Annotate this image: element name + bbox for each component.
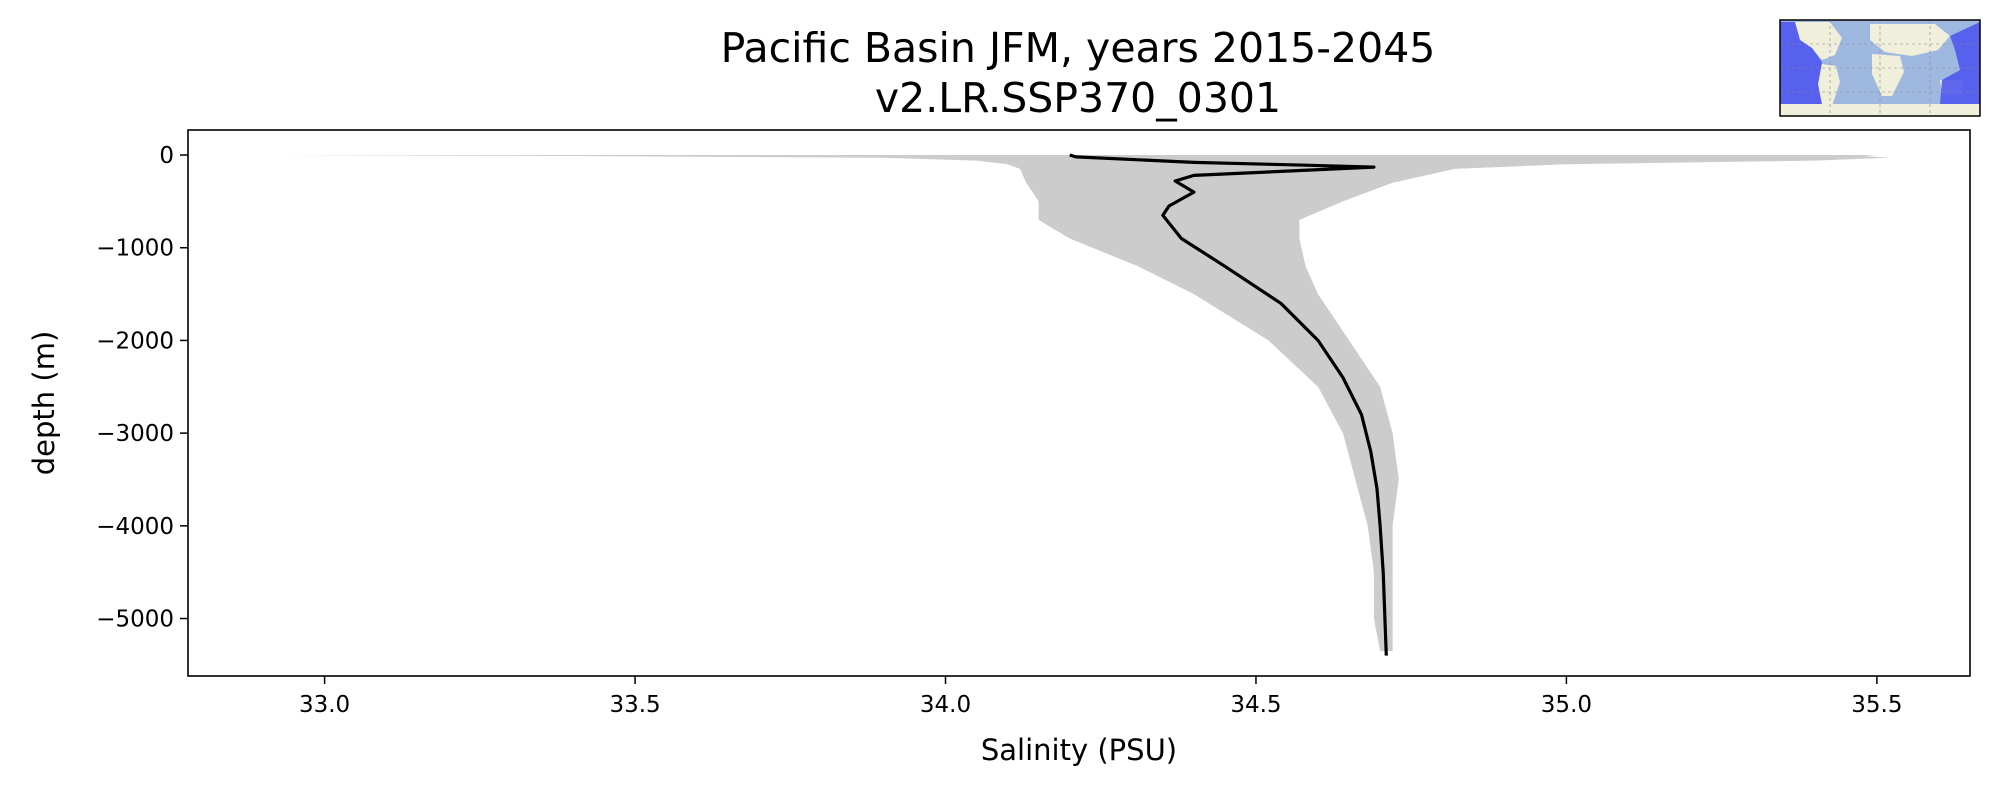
y-tick-label: 0 bbox=[159, 143, 174, 169]
y-tick-label: −1000 bbox=[96, 236, 174, 262]
pacific-region-east bbox=[1940, 22, 1980, 104]
axis-ticks: 33.0 33.5 34.0 34.5 35.0 35.5 0 −1000 −2000 −3000… bbox=[96, 143, 1902, 718]
x-tick-label: 33.5 bbox=[609, 692, 660, 718]
y-axis-label: depth (m) bbox=[27, 331, 61, 476]
map-frame bbox=[1779, 19, 1981, 117]
pacific-region-west bbox=[1780, 22, 1822, 104]
x-tick-label: 35.5 bbox=[1851, 692, 1902, 718]
map-gridlines bbox=[1780, 20, 1980, 116]
x-tick-label: 33.0 bbox=[299, 692, 350, 718]
spread-band bbox=[274, 155, 1890, 651]
y-tick-label: −3000 bbox=[96, 421, 174, 447]
x-tick-label: 34.0 bbox=[920, 692, 971, 718]
chart-title: Pacific Basin JFM, years 2015-2045 bbox=[721, 24, 1436, 72]
mean-profile-line bbox=[1069, 153, 1388, 656]
y-tick-label: −4000 bbox=[96, 514, 174, 540]
plot-frame bbox=[187, 129, 1971, 677]
x-tick-label: 34.5 bbox=[1230, 692, 1281, 718]
y-tick-label: −2000 bbox=[96, 328, 174, 354]
land-south-america bbox=[1818, 64, 1840, 112]
y-tick-label: −5000 bbox=[96, 607, 174, 633]
x-tick-label: 35.0 bbox=[1541, 692, 1592, 718]
x-axis-label: Salinity (PSU) bbox=[981, 733, 1177, 767]
chart-subtitle: v2.LR.SSP370_0301 bbox=[875, 74, 1281, 122]
plot-area bbox=[274, 153, 1890, 656]
inset-map bbox=[1779, 19, 1981, 117]
